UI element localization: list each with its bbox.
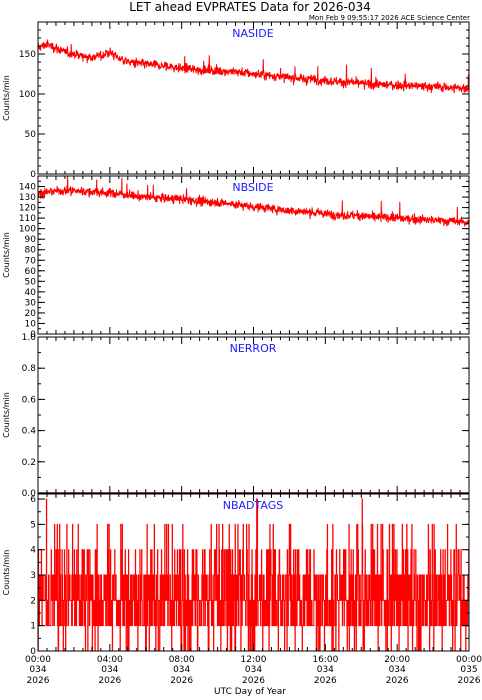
x-tick-time: 08:00: [169, 655, 195, 665]
x-axis-title: UTC Day of Year: [214, 687, 286, 697]
y-tick-label: 0.2: [22, 458, 36, 468]
figure-title: LET ahead EVPRATES Data for 2026-034: [129, 0, 371, 14]
y-tick-label: 6: [30, 495, 36, 505]
panel-frame: [37, 175, 470, 335]
panel-label-nerror: NERROR: [230, 342, 277, 355]
y-tick-label: 1.0: [22, 333, 37, 343]
y-tick-label: 110: [19, 214, 36, 224]
y-tick-label: 150: [19, 50, 36, 60]
x-tick-day: 035: [460, 665, 477, 675]
x-tick-day: 034: [173, 665, 190, 675]
panels-group: 050100150NASIDECounts/min010203040506070…: [2, 21, 470, 657]
y-tick-label: 10: [25, 319, 37, 329]
panel-frame: [37, 336, 470, 494]
panel-nerror: 0.0 0.2 0.4 0.6 0.8 1.0 NERROR Counts/min: [2, 333, 470, 499]
x-tick-year: 2026: [314, 676, 337, 686]
panel-naside: 0 50 100 150 NASIDE Counts/min: [2, 21, 470, 180]
x-tick-year: 2026: [458, 676, 481, 686]
y-tick-label: 40: [25, 288, 37, 298]
x-tick-time: 20:00: [384, 655, 410, 665]
x-tick-day: 034: [29, 665, 46, 675]
x-tick-day: 034: [245, 665, 262, 675]
y-tick-label: 3: [30, 571, 36, 581]
series-line-nbside: [37, 175, 470, 228]
y-tick-label: 30: [25, 298, 37, 308]
panel-nbadtags: 0 1 2 3 4 5 6 NBADTAGS Counts/min: [2, 493, 470, 657]
x-axis-ticks: 00:00034202604:00034202608:00034202612:0…: [25, 655, 482, 686]
x-tick-year: 2026: [27, 676, 50, 686]
y-tick-label: 2: [30, 596, 36, 606]
y-tick-label: 5: [30, 520, 36, 530]
x-tick-day: 034: [101, 665, 118, 675]
x-tick-time: 16:00: [312, 655, 338, 665]
y-tick-label: 0.0: [22, 489, 37, 499]
y-tick-label: 60: [25, 267, 37, 277]
y-tick-label: 0: [30, 647, 36, 657]
y-tick-label: 4: [30, 546, 36, 556]
y-tick-label: 140: [19, 183, 36, 193]
x-tick-time: 00:00: [456, 655, 482, 665]
x-tick-year: 2026: [386, 676, 409, 686]
y-axis-title: Counts/min: [2, 75, 11, 121]
panel-label-nbadtags: NBADTAGS: [223, 499, 283, 512]
y-axis-title: Counts/min: [2, 232, 11, 278]
panel-label-nbside: NBSIDE: [232, 181, 273, 194]
y-tick-label: 120: [19, 204, 36, 214]
y-tick-label: 20: [25, 309, 37, 319]
series-line-naside: [37, 39, 470, 94]
y-tick-label: 70: [25, 256, 37, 266]
x-tick-day: 034: [317, 665, 334, 675]
panel-label-naside: NASIDE: [232, 27, 273, 40]
y-tick-label: 0: [30, 330, 36, 340]
x-tick-year: 2026: [242, 676, 265, 686]
y-tick-label: 0.4: [22, 427, 37, 437]
y-tick-label: 100: [19, 225, 36, 235]
y-tick-label: 1: [30, 622, 36, 632]
y-axis-title: Counts/min: [2, 392, 11, 438]
timestamp-stamp: Mon Feb 9 09:55:17 2026 ACE Science Cent…: [309, 14, 470, 22]
x-tick-time: 12:00: [241, 655, 267, 665]
x-tick-time: 00:00: [25, 655, 51, 665]
y-tick-label: 100: [19, 90, 36, 100]
y-tick-label: 0.8: [22, 364, 37, 374]
x-tick-year: 2026: [98, 676, 121, 686]
y-tick-label: 80: [25, 246, 37, 256]
y-axis-title: Counts/min: [2, 550, 11, 596]
x-tick-day: 034: [389, 665, 406, 675]
x-tick-time: 04:00: [97, 655, 123, 665]
panel-frame: [37, 21, 470, 175]
y-tick-label: 0: [30, 170, 36, 180]
y-tick-label: 50: [25, 130, 37, 140]
y-tick-label: 0.6: [22, 395, 37, 405]
series-line-nbadtags: [37, 498, 470, 652]
y-tick-label: 50: [25, 277, 37, 287]
y-tick-label: 130: [19, 193, 36, 203]
x-tick-year: 2026: [170, 676, 193, 686]
y-tick-label: 90: [25, 235, 37, 245]
